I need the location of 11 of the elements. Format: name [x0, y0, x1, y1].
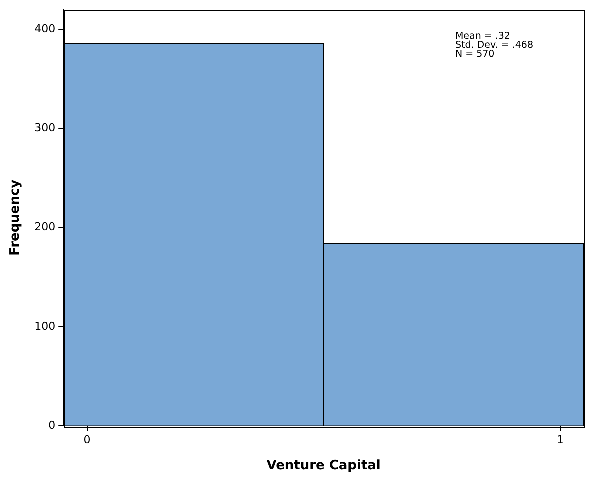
x-axis-title: Venture Capital: [266, 458, 381, 474]
annotation: Std. Dev. = .468: [455, 40, 534, 51]
y-tick-label: 300: [34, 121, 56, 134]
y-axis-title: Frequency: [8, 179, 24, 256]
x-tick-label: 1: [556, 434, 564, 447]
annotation: N = 570: [455, 48, 495, 60]
y-tick-label: 0: [48, 419, 56, 432]
annotation: Mean = .32: [455, 30, 510, 42]
y-tick-label: 200: [34, 220, 56, 234]
y-tick-label: 400: [34, 22, 56, 36]
y-tick-label: 100: [34, 320, 56, 333]
